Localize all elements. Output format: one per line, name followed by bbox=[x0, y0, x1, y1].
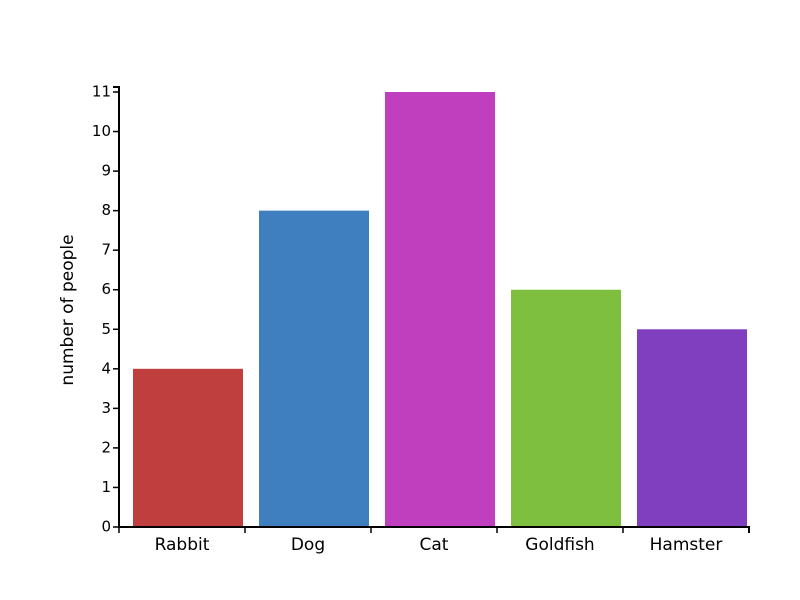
y-tick-label: 1 bbox=[101, 478, 111, 496]
y-tick-label: 4 bbox=[101, 359, 111, 377]
y-axis-label: number of people bbox=[58, 234, 78, 385]
bar bbox=[133, 368, 243, 527]
x-tick-label: Rabbit bbox=[155, 535, 210, 555]
y-tick-label: 3 bbox=[101, 399, 111, 417]
bar bbox=[511, 289, 621, 527]
y-tick-label: 9 bbox=[101, 162, 111, 180]
bar bbox=[637, 329, 747, 527]
x-tick-label: Goldfish bbox=[525, 535, 594, 555]
y-tick-label: 6 bbox=[101, 280, 111, 298]
y-tick-label: 2 bbox=[101, 438, 111, 456]
y-tick-label: 0 bbox=[101, 518, 111, 536]
bar bbox=[385, 92, 495, 527]
bar bbox=[259, 210, 369, 528]
y-tick-label: 11 bbox=[92, 83, 111, 101]
y-tick-label: 5 bbox=[101, 320, 111, 338]
y-tick-label: 10 bbox=[92, 122, 111, 140]
x-tick-label: Cat bbox=[420, 535, 449, 555]
y-tick-label: 8 bbox=[101, 201, 111, 219]
x-tick-label: Dog bbox=[291, 535, 325, 555]
y-tick-label: 7 bbox=[101, 241, 111, 259]
x-tick-label: Hamster bbox=[650, 535, 723, 555]
